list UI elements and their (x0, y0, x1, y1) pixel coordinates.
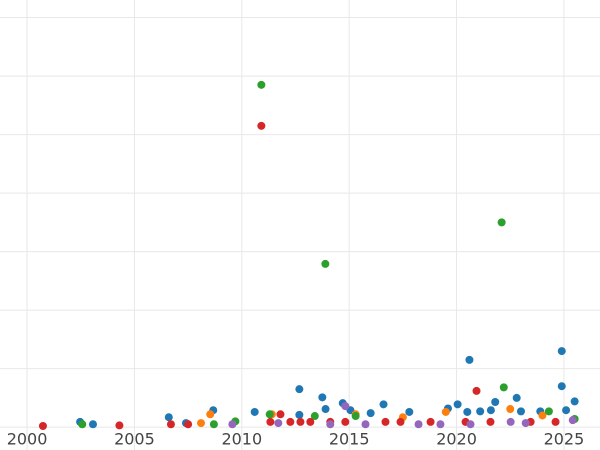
point (88, 420, 97, 429)
point (512, 393, 521, 402)
point (441, 407, 450, 416)
point (326, 420, 335, 429)
x-tick-label: 2000 (7, 430, 48, 449)
point (286, 417, 295, 426)
point (463, 407, 472, 416)
point (115, 421, 124, 430)
point (366, 409, 375, 418)
point (486, 406, 495, 415)
point (562, 406, 571, 415)
point (476, 407, 485, 416)
point (265, 410, 274, 419)
point (544, 407, 553, 416)
point (538, 411, 547, 420)
point (206, 410, 215, 419)
point (453, 400, 462, 409)
point (506, 405, 515, 414)
point (166, 420, 175, 429)
point (295, 410, 304, 419)
point (486, 417, 495, 426)
point (465, 355, 474, 364)
point (164, 413, 173, 422)
point (405, 407, 414, 416)
point (472, 386, 481, 395)
point (341, 402, 350, 411)
point (361, 420, 370, 429)
x-tick-label: 2025 (544, 430, 585, 449)
point (551, 417, 560, 426)
point (257, 80, 266, 89)
point (295, 385, 304, 394)
point (257, 121, 266, 130)
point (310, 412, 319, 421)
point (557, 347, 566, 356)
x-tick-label: 2015 (329, 430, 370, 449)
point (426, 417, 435, 426)
point (497, 218, 506, 227)
point (38, 422, 47, 431)
x-tick-label: 2005 (114, 430, 155, 449)
x-tick-label: 2020 (436, 430, 477, 449)
point (228, 420, 237, 429)
point (321, 259, 330, 268)
point (197, 419, 206, 428)
point (557, 382, 566, 391)
point (266, 417, 275, 426)
x-tick-label: 2010 (221, 430, 262, 449)
point (276, 410, 285, 419)
point (568, 416, 577, 425)
point (296, 417, 305, 426)
point (351, 412, 360, 421)
point (274, 419, 283, 428)
point (209, 420, 218, 429)
point (499, 383, 508, 392)
point (184, 420, 193, 429)
point (78, 420, 87, 429)
point (506, 417, 515, 426)
point (396, 417, 405, 426)
point (250, 407, 259, 416)
point (521, 419, 530, 428)
point (516, 407, 525, 416)
point (570, 397, 579, 406)
point (491, 398, 500, 407)
point (414, 420, 423, 429)
point (321, 405, 330, 414)
point (466, 420, 475, 429)
point (341, 417, 350, 426)
point (381, 417, 390, 426)
point (318, 393, 327, 402)
point (306, 417, 315, 426)
point (436, 420, 445, 429)
point (379, 400, 388, 409)
